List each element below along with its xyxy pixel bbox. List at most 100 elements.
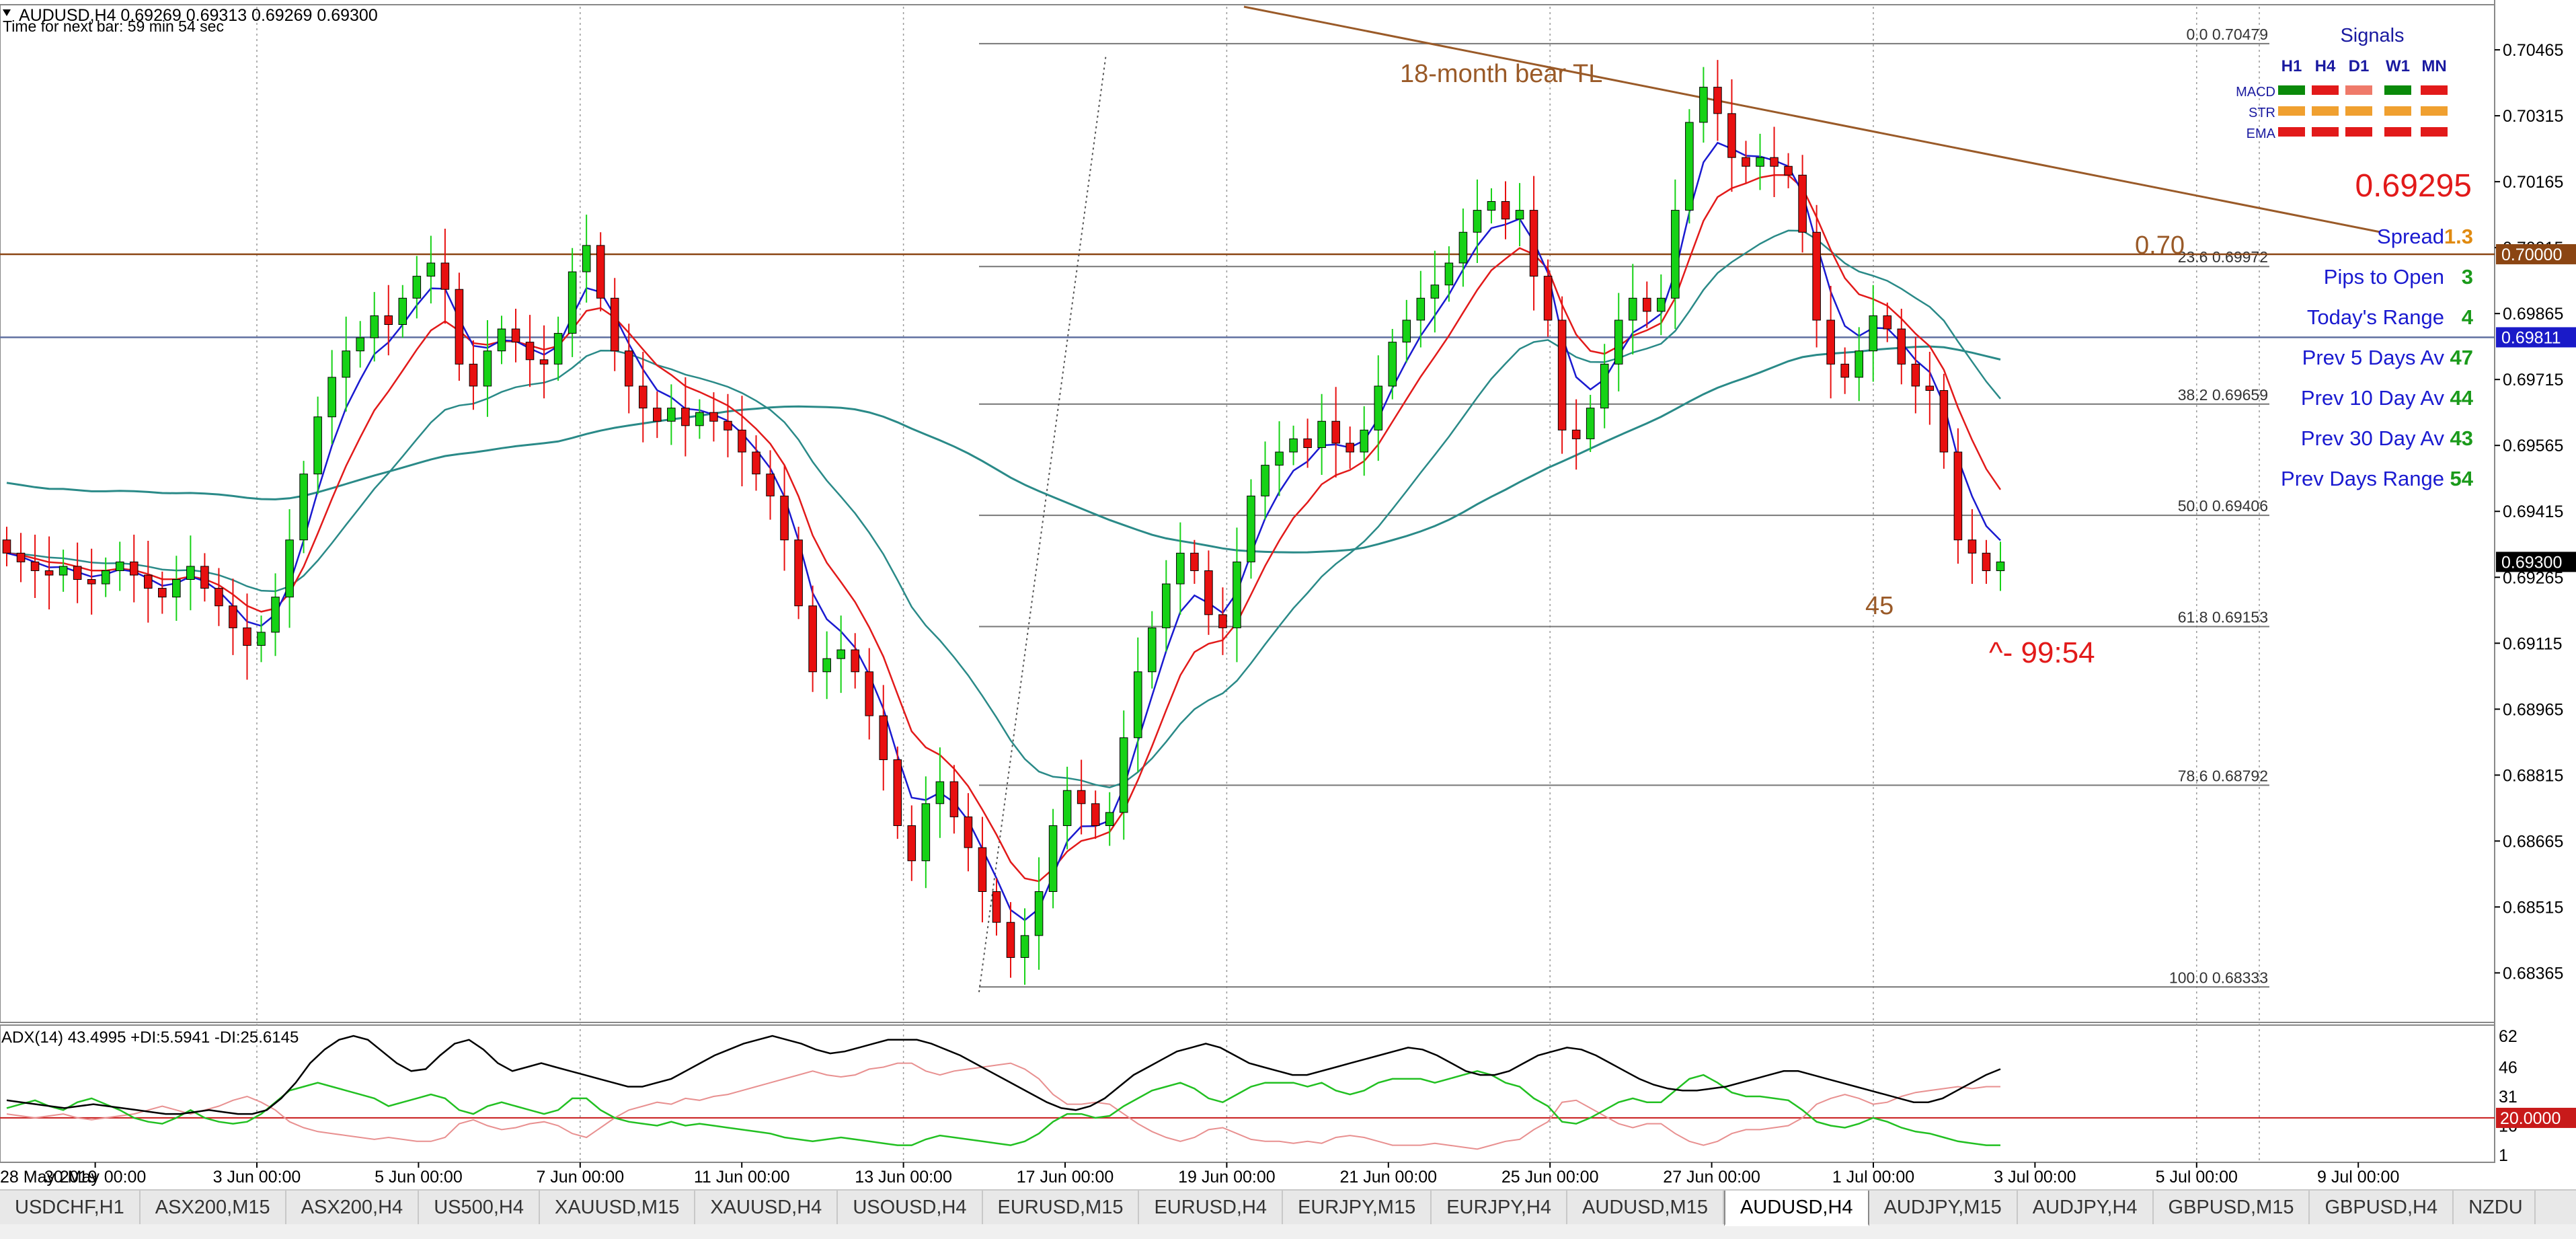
candle-body [1133, 671, 1142, 739]
fib-level-label: 23.6 0.69972 [2178, 248, 2268, 266]
price-tick-label: 0.70165 [2503, 173, 2563, 192]
candle-body [1430, 285, 1440, 299]
adx-tick-label: 1 [2499, 1146, 2508, 1165]
candle-body [1742, 157, 1750, 167]
candle-body [1600, 363, 1609, 409]
chart-tab[interactable]: USOUSD,H4 [838, 1191, 983, 1224]
candle-body [1487, 201, 1496, 211]
signals-panel: Signals H1 H4 D1 W1 MN MACD STR EMA 0.69295 Spr… [2236, 25, 2474, 490]
candle-body [1162, 583, 1171, 628]
candle-body [836, 649, 845, 659]
candle-body [370, 315, 379, 338]
chart-tab-bar: USDCHF,H1 ASX200,M15 ASX200,H4 US500,H4 XAUU… [0, 1189, 2576, 1239]
price-chart[interactable]: 0.0 0.70479 23.6 0.69972 38.2 0.69659 50.0 … [0, 0, 2576, 1189]
candle-body [1713, 87, 1722, 114]
chart-tab[interactable]: GBPUSD,M15 [2153, 1191, 2310, 1224]
signal-cell [2384, 106, 2411, 116]
vertical-grid [256, 7, 2260, 1161]
signal-cell [2345, 85, 2372, 95]
signal-cell [2345, 106, 2372, 116]
chart-tab[interactable]: AUDUSD,M15 [1567, 1191, 1724, 1224]
chart-tab[interactable]: US500,H4 [419, 1191, 540, 1224]
candle-body [497, 328, 506, 352]
candle-body [1685, 122, 1694, 211]
trendline-label: 18-month bear TL [1400, 60, 1602, 88]
chart-tab[interactable]: EURUSD,M15 [982, 1191, 1140, 1224]
chart-tab[interactable]: AUDUSD,H4 [1723, 1191, 1869, 1226]
pips-label: 45 [1865, 592, 1894, 620]
chart-tab[interactable]: ASX200,H4 [286, 1191, 420, 1224]
date-label: 11 Jun 00:00 [694, 1168, 790, 1187]
chart-tab[interactable]: XAUUSD,H4 [695, 1191, 838, 1224]
candle-body [342, 350, 350, 378]
price-tick-label: 0.69865 [2503, 305, 2563, 324]
candle-body [1953, 451, 1963, 541]
candle-body [1586, 408, 1595, 439]
candle-body [1247, 495, 1255, 562]
candle-body [539, 359, 549, 365]
chart-tab[interactable]: XAUUSD,M15 [540, 1191, 696, 1224]
chart-tab[interactable]: ASX200,M15 [140, 1191, 286, 1224]
date-label: 9 Jul 00:00 [2317, 1168, 2399, 1187]
signal-timeframe: W1 [2386, 57, 2410, 75]
price-tick-label: 0.69715 [2503, 371, 2563, 389]
candle-body [243, 627, 251, 646]
candle-body [1939, 390, 1949, 453]
candle-body [624, 350, 633, 387]
chart-tab[interactable]: EURUSD,H4 [1139, 1191, 1284, 1224]
candle-body [186, 566, 195, 580]
candle-body [1091, 803, 1100, 826]
stat-value: 3 [2462, 265, 2473, 289]
fib-anchor-line [978, 53, 1107, 993]
date-label: 5 Jul 00:00 [2156, 1168, 2238, 1187]
stat-value: 47 [2450, 346, 2473, 369]
chart-tab[interactable]: EURJPY,M15 [1283, 1191, 1432, 1224]
signal-cell [2312, 106, 2339, 116]
candle-body [1233, 561, 1241, 628]
candle-body [808, 605, 817, 673]
adx-level-tag-label: 20.0000 [2500, 1109, 2561, 1128]
candle-body [1345, 443, 1354, 453]
price-tick-label: 0.69115 [2503, 634, 2563, 653]
candle-body [87, 579, 96, 585]
current-price: 0.69295 [2355, 168, 2472, 204]
stat-value: 54 [2450, 467, 2474, 490]
stat-label: Today's Range [2307, 305, 2444, 329]
candle-body [1148, 627, 1157, 673]
candle-body [426, 262, 436, 277]
candle-body [582, 245, 591, 272]
fibonacci-levels: 0.0 0.70479 23.6 0.69972 38.2 0.69659 50.0 … [979, 26, 2269, 988]
chart-tab[interactable]: AUDJPY,H4 [2017, 1191, 2154, 1224]
date-label: 5 Jun 00:00 [375, 1168, 463, 1187]
adx-tick-label: 62 [2499, 1027, 2518, 1046]
candle-body [1543, 276, 1553, 321]
chart-tab[interactable]: EURJPY,H4 [1432, 1191, 1568, 1224]
candle-body [1982, 552, 1991, 571]
candle-body [73, 566, 82, 580]
fib-level-label: 61.8 0.69153 [2178, 608, 2268, 626]
date-label: 7 Jun 00:00 [536, 1168, 624, 1187]
chart-tab[interactable]: NZDU [2454, 1191, 2539, 1224]
signal-timeframe: H1 [2281, 57, 2302, 75]
signal-timeframe: D1 [2349, 57, 2370, 75]
candle-body [695, 412, 704, 426]
tab-scroll-arrows[interactable] [2534, 1191, 2576, 1224]
price-tick-label: 0.69415 [2503, 502, 2563, 521]
chart-tab[interactable]: AUDJPY,M15 [1869, 1191, 2018, 1224]
candle-body [1317, 420, 1326, 448]
price-tag-box [2496, 243, 2576, 264]
signal-cell [2345, 127, 2372, 137]
signal-row-label: STR [2249, 106, 2275, 120]
chart-tab[interactable]: USDCHF,H1 [0, 1191, 141, 1224]
collapse-triangle-icon[interactable] [3, 9, 11, 16]
date-label: 25 Jun 00:00 [1501, 1168, 1599, 1187]
candle-body [893, 759, 902, 826]
signal-row-label: MACD [2236, 85, 2275, 100]
chart-tab[interactable]: GBPUSD,H4 [2310, 1191, 2454, 1224]
moving-averages [6, 141, 2002, 922]
candle-body [1614, 320, 1623, 365]
candle-body [1473, 210, 1482, 233]
candle-body [1218, 614, 1227, 628]
candle-body [653, 408, 662, 422]
stat-value: 44 [2450, 386, 2474, 410]
